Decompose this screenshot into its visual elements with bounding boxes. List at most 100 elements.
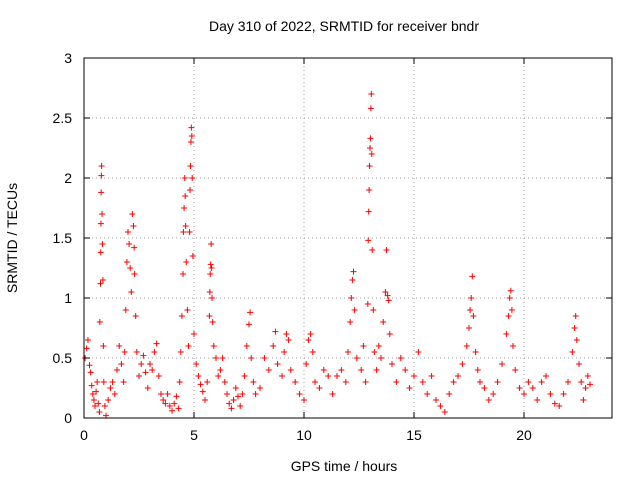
data-point	[153, 340, 160, 347]
data-point	[132, 313, 139, 319]
data-point	[180, 229, 187, 235]
data-point	[307, 331, 314, 337]
data-point	[99, 277, 106, 283]
data-point	[382, 289, 389, 295]
data-point	[345, 349, 351, 355]
data-point	[472, 349, 479, 355]
data-point	[138, 361, 145, 367]
data-point	[466, 325, 472, 331]
data-point	[329, 391, 336, 397]
data-point	[508, 307, 515, 313]
data-point	[312, 379, 318, 385]
chart-title: Day 310 of 2022, SRMTID for receiver bnd…	[209, 18, 479, 34]
data-point	[270, 343, 277, 349]
data-point	[347, 319, 354, 325]
data-point	[151, 349, 158, 355]
data-point	[576, 361, 582, 367]
data-point	[368, 151, 375, 157]
data-point	[129, 211, 136, 217]
data-point	[257, 385, 263, 391]
data-point	[171, 400, 178, 407]
data-point	[389, 361, 395, 367]
data-point	[342, 379, 349, 385]
data-point	[424, 391, 431, 397]
data-point	[127, 265, 134, 271]
data-point	[162, 400, 169, 407]
data-point	[571, 325, 578, 331]
data-point	[181, 175, 188, 181]
data-point	[334, 373, 340, 379]
data-point	[93, 388, 100, 395]
data-point	[367, 135, 374, 142]
y-tick-label: 1	[64, 290, 72, 306]
data-point	[543, 373, 549, 379]
data-point	[122, 307, 129, 313]
data-point	[210, 343, 217, 349]
data-point	[206, 289, 213, 295]
x-tick-label: 0	[80, 427, 88, 443]
data-point	[353, 355, 360, 361]
data-point	[365, 208, 372, 215]
data-point	[437, 403, 444, 409]
data-point	[402, 367, 409, 373]
data-point	[467, 307, 474, 313]
data-point	[301, 397, 307, 403]
data-point	[187, 163, 194, 169]
data-point	[360, 343, 367, 349]
data-point	[83, 345, 90, 352]
data-point	[188, 133, 195, 139]
data-point	[185, 343, 192, 349]
data-point	[105, 397, 112, 403]
data-point	[166, 403, 173, 409]
data-point	[187, 139, 194, 145]
data-point	[325, 373, 332, 379]
data-point	[232, 385, 239, 391]
data-point	[584, 373, 591, 379]
data-point	[136, 373, 142, 379]
data-point	[351, 307, 358, 313]
data-point	[477, 379, 483, 385]
data-point	[525, 379, 532, 385]
data-point	[204, 379, 211, 385]
data-point	[287, 367, 294, 373]
data-point	[189, 253, 196, 259]
data-point	[99, 211, 106, 217]
y-tick-label: 1.5	[53, 230, 73, 246]
data-point	[96, 409, 103, 415]
data-point	[551, 400, 558, 407]
data-point	[373, 367, 380, 373]
data-point	[490, 391, 497, 397]
data-point	[358, 367, 365, 373]
data-point	[397, 355, 404, 361]
y-axis-label: SRMTID / TECUs	[4, 183, 20, 293]
data-point	[547, 391, 554, 397]
data-point	[463, 343, 470, 349]
data-point	[188, 124, 195, 131]
data-point	[97, 249, 104, 256]
data-point	[250, 379, 257, 385]
data-point	[182, 193, 189, 199]
data-point	[121, 349, 128, 355]
data-point	[144, 385, 151, 391]
data-point	[184, 307, 191, 313]
data-point	[378, 355, 384, 361]
x-tick-label: 5	[190, 427, 198, 443]
data-point	[441, 409, 448, 415]
data-point	[521, 391, 527, 397]
data-point	[534, 397, 541, 403]
data-point	[494, 379, 501, 385]
data-point	[243, 343, 250, 349]
data-point	[98, 172, 105, 179]
data-point	[178, 313, 185, 319]
data-point	[213, 355, 219, 361]
data-point	[224, 391, 230, 397]
data-point	[181, 205, 188, 211]
data-point	[411, 373, 417, 379]
data-point	[177, 349, 184, 355]
data-point	[191, 331, 197, 337]
data-point	[97, 280, 104, 287]
data-point	[142, 369, 149, 376]
data-point	[120, 379, 127, 385]
data-point	[261, 355, 268, 361]
